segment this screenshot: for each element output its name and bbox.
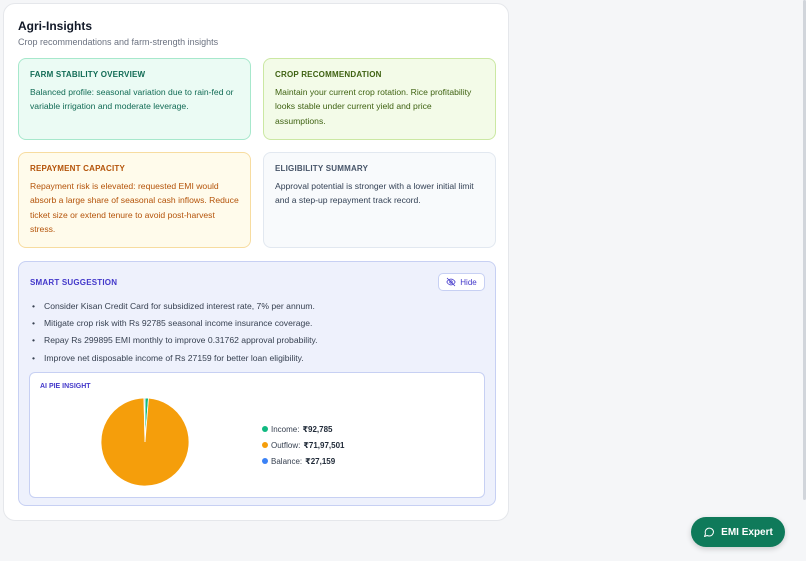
hide-button-label: Hide (460, 277, 477, 287)
legend-value: ₹27,159 (305, 456, 336, 466)
card-body: Maintain your current crop rotation. Ric… (275, 87, 472, 126)
legend-dot (262, 442, 268, 448)
legend-value: ₹71,97,501 (303, 440, 345, 450)
chat-icon (704, 527, 715, 537)
legend-value: ₹92,785 (302, 424, 333, 434)
pie-title: AI PIE INSIGHT (40, 383, 91, 390)
hide-button[interactable]: Hide (438, 273, 485, 291)
legend-balance: Balance: ₹27,159 (262, 453, 345, 469)
card-title: REPAYMENT CAPACITY (30, 164, 126, 173)
card-body: Approval potential is stronger with a lo… (275, 181, 474, 206)
legend-dot (262, 458, 268, 464)
eye-off-icon (446, 277, 456, 287)
legend-label: Outflow: (271, 440, 301, 450)
card-title: FARM STABILITY OVERVIEW (30, 70, 146, 79)
eligibility-summary-card: ELIGIBILITY SUMMARY Approval potential i… (263, 152, 496, 248)
card-body: Repayment risk is elevated: requested EM… (30, 181, 239, 234)
legend-dot (262, 426, 268, 432)
agri-insights-panel: Agri-Insights Crop recommendations and f… (3, 3, 509, 521)
suggestion-list: Consider Kisan Credit Card for subsidize… (32, 299, 318, 368)
page-title: Agri-Insights (18, 19, 92, 33)
pie-chart (100, 397, 190, 487)
ai-pie-insight: AI PIE INSIGHT Income: ₹92,785 Outflow: … (29, 372, 485, 498)
list-item: Consider Kisan Credit Card for subsidize… (32, 299, 318, 316)
crop-recommendation-card: CROP RECOMMENDATION Maintain your curren… (263, 58, 496, 140)
card-body: Balanced profile: seasonal variation due… (30, 87, 234, 112)
legend-income: Income: ₹92,785 (262, 421, 345, 437)
farm-stability-card: FARM STABILITY OVERVIEW Balanced profile… (18, 58, 251, 140)
repayment-capacity-card: REPAYMENT CAPACITY Repayment risk is ele… (18, 152, 251, 248)
pie-slice-balance (143, 397, 146, 443)
pie-legend: Income: ₹92,785 Outflow: ₹71,97,501 Bala… (262, 421, 345, 469)
list-item: Improve net disposable income of Rs 2715… (32, 351, 318, 368)
card-title: CROP RECOMMENDATION (275, 70, 382, 79)
legend-outflow: Outflow: ₹71,97,501 (262, 437, 345, 453)
scrollbar[interactable] (803, 0, 806, 500)
list-item: Repay Rs 299895 EMI monthly to improve 0… (32, 333, 318, 350)
legend-label: Income: (271, 424, 300, 434)
section-title: SMART SUGGESTION (30, 278, 118, 287)
legend-label: Balance: (271, 456, 303, 466)
card-title: ELIGIBILITY SUMMARY (275, 164, 369, 173)
smart-suggestion-section: SMART SUGGESTION Hide Consider Kisan Cre… (18, 261, 496, 506)
page-subtitle: Crop recommendations and farm-strength i… (18, 37, 219, 47)
emi-expert-label: EMI Expert (721, 526, 773, 538)
emi-expert-button[interactable]: EMI Expert (691, 517, 785, 547)
list-item: Mitigate crop risk with Rs 92785 seasona… (32, 316, 318, 333)
